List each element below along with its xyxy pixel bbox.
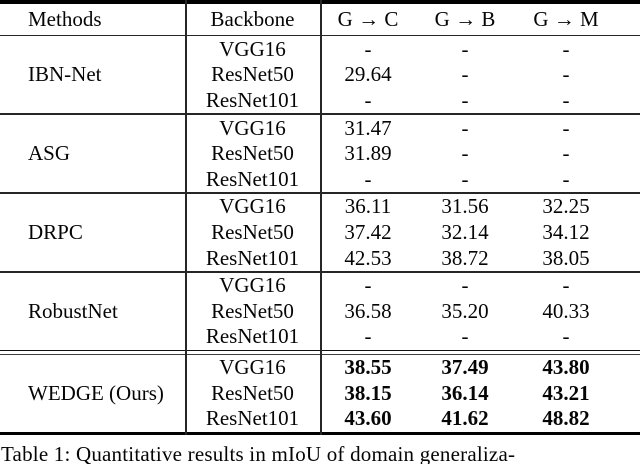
- value-cell: 41.62: [441, 406, 489, 431]
- method-label: RobustNet: [28, 298, 118, 323]
- results-table: Methods Backbone G → C G → B G → M IBN-N…: [0, 0, 640, 436]
- backbone-cell: ResNet50: [211, 62, 294, 87]
- method-label: DRPC: [28, 219, 83, 244]
- table-row: ResNet50 29.64 - -: [185, 62, 640, 88]
- value-cell: 38.15: [344, 380, 392, 405]
- value-cell: 35.20: [441, 298, 489, 323]
- method-label: ASG: [28, 141, 71, 166]
- backbone-cell: ResNet50: [211, 380, 294, 405]
- col-header-g-to-b: G → B: [434, 6, 496, 31]
- value-cell: 37.42: [344, 219, 392, 244]
- table-row: ResNet50 36.58 35.20 40.33: [185, 298, 640, 324]
- table-row: VGG16 - - -: [185, 273, 640, 299]
- backbone-cell: ResNet50: [211, 219, 294, 244]
- table-row: VGG16 38.55 37.49 43.80: [185, 355, 640, 381]
- method-label: WEDGE (Ours): [28, 380, 164, 405]
- backbone-cell: VGG16: [219, 115, 286, 140]
- value-cell: -: [461, 141, 469, 166]
- table-row: VGG16 - - -: [185, 36, 640, 62]
- vertical-rule-backbone-data: [320, 0, 322, 435]
- method-group-asg: ASG VGG16 31.47 - - ResNet50 31.89 - - R…: [0, 115, 640, 192]
- value-cell: 37.49: [441, 355, 489, 380]
- backbone-cell: VGG16: [219, 36, 286, 61]
- value-cell: -: [461, 88, 469, 113]
- value-cell: 40.33: [542, 298, 590, 323]
- table-row: ResNet50 31.89 - -: [185, 141, 640, 167]
- col-header-methods: Methods: [28, 6, 102, 31]
- value-cell: -: [562, 324, 570, 349]
- backbone-cell: VGG16: [219, 194, 286, 219]
- value-cell: -: [461, 36, 469, 61]
- value-cell: 43.80: [542, 355, 590, 380]
- header-row: Methods Backbone G → C G → B G → M: [0, 4, 640, 35]
- table-caption: Table 1: Quantitative results in mIoU of…: [1, 442, 516, 464]
- backbone-cell: ResNet101: [205, 324, 300, 349]
- value-cell: 38.05: [542, 245, 590, 270]
- backbone-cell: VGG16: [219, 355, 286, 380]
- table-row: ResNet50 38.15 36.14 43.21: [185, 380, 640, 406]
- value-cell: 36.14: [441, 380, 489, 405]
- method-group-wedge-ours: WEDGE (Ours) VGG16 38.55 37.49 43.80 Res…: [0, 355, 640, 432]
- value-cell: -: [562, 115, 570, 140]
- backbone-cell: ResNet101: [205, 166, 300, 191]
- value-cell: -: [461, 115, 469, 140]
- value-cell: 29.64: [344, 62, 392, 87]
- col-header-g-to-m: G → M: [533, 6, 599, 31]
- table-row: ResNet50 37.42 32.14 34.12: [185, 220, 640, 246]
- value-cell: 38.72: [441, 245, 489, 270]
- value-cell: 32.25: [542, 194, 590, 219]
- backbone-cell: ResNet101: [205, 88, 300, 113]
- value-cell: 36.11: [344, 194, 392, 219]
- value-cell: -: [364, 166, 372, 191]
- value-cell: 31.47: [344, 115, 392, 140]
- value-cell: 31.56: [441, 194, 489, 219]
- value-cell: 43.21: [542, 380, 590, 405]
- table-row: ResNet101 - - -: [185, 88, 640, 114]
- method-group-drpc: DRPC VGG16 36.11 31.56 32.25 ResNet50 37…: [0, 194, 640, 271]
- value-cell: -: [364, 36, 372, 61]
- method-group-ibn-net: IBN-Net VGG16 - - - ResNet50 29.64 - - R…: [0, 36, 640, 113]
- value-cell: -: [562, 88, 570, 113]
- table-row: VGG16 31.47 - -: [185, 115, 640, 141]
- value-cell: -: [461, 273, 469, 298]
- value-cell: -: [562, 273, 570, 298]
- table-row: ResNet101 - - -: [185, 167, 640, 193]
- value-cell: 38.55: [344, 355, 392, 380]
- backbone-cell: VGG16: [219, 273, 286, 298]
- backbone-cell: ResNet101: [205, 245, 300, 270]
- vertical-rule-methods-backbone: [185, 0, 187, 435]
- method-label: IBN-Net: [28, 62, 102, 87]
- method-group-robustnet: RobustNet VGG16 - - - ResNet50 36.58 35.…: [0, 273, 640, 350]
- value-cell: 42.53: [344, 245, 392, 270]
- value-cell: -: [461, 62, 469, 87]
- backbone-cell: ResNet50: [211, 298, 294, 323]
- table-row: VGG16 36.11 31.56 32.25: [185, 194, 640, 220]
- table-row: ResNet101 43.60 41.62 48.82: [185, 406, 640, 432]
- value-cell: -: [562, 36, 570, 61]
- value-cell: 32.14: [441, 219, 489, 244]
- value-cell: -: [364, 324, 372, 349]
- col-header-g-to-c: G → C: [337, 6, 399, 31]
- value-cell: -: [364, 273, 372, 298]
- value-cell: 36.58: [344, 298, 392, 323]
- value-cell: -: [562, 141, 570, 166]
- value-cell: -: [562, 62, 570, 87]
- backbone-cell: ResNet50: [211, 141, 294, 166]
- value-cell: 31.89: [344, 141, 392, 166]
- value-cell: 43.60: [344, 406, 392, 431]
- value-cell: -: [461, 324, 469, 349]
- value-cell: -: [562, 166, 570, 191]
- table-row: ResNet101 - - -: [185, 324, 640, 350]
- value-cell: -: [461, 166, 469, 191]
- table-row: ResNet101 42.53 38.72 38.05: [185, 245, 640, 271]
- backbone-cell: ResNet101: [205, 406, 300, 431]
- value-cell: 48.82: [542, 406, 590, 431]
- value-cell: -: [364, 88, 372, 113]
- col-header-backbone: Backbone: [210, 6, 295, 31]
- value-cell: 34.12: [542, 219, 590, 244]
